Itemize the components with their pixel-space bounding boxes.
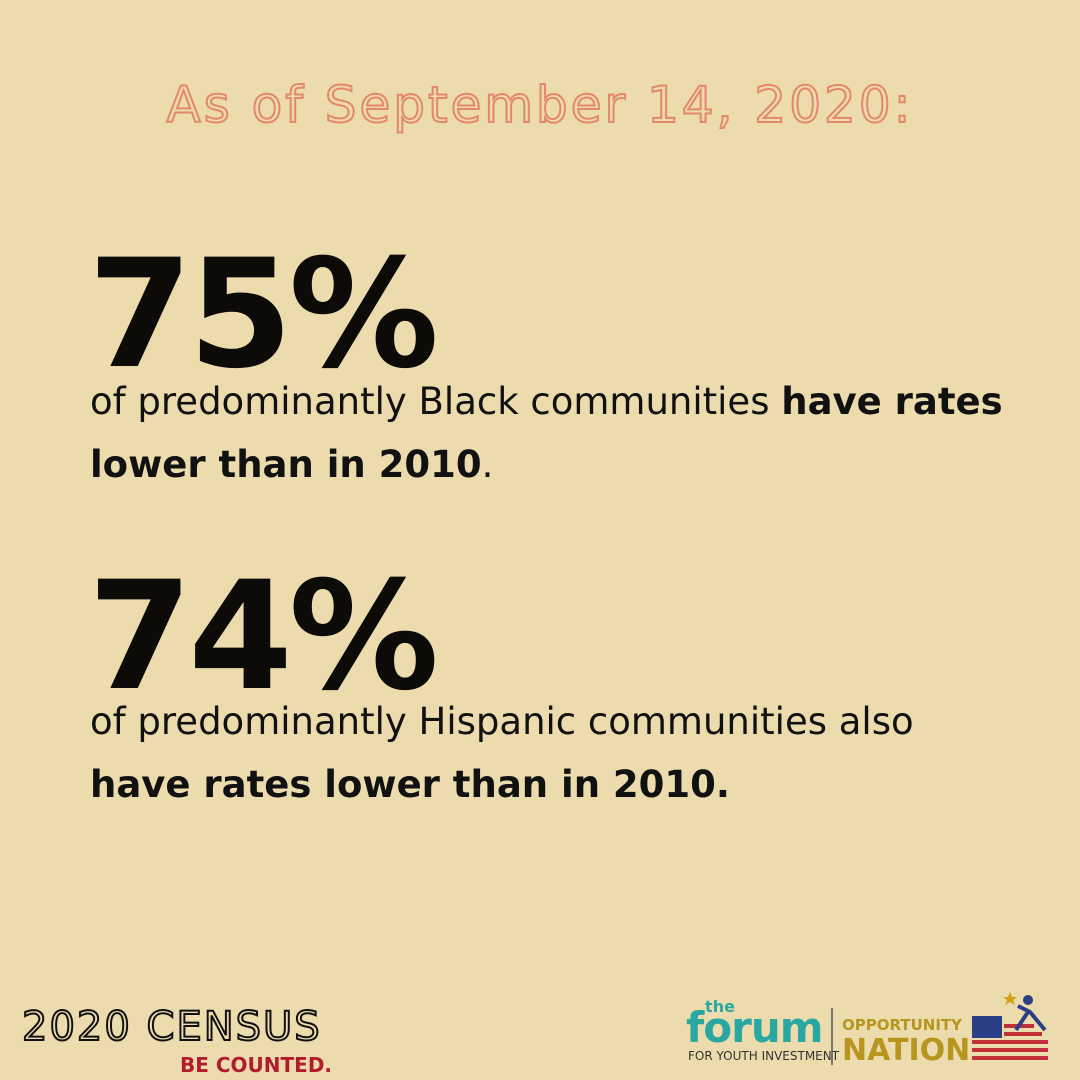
stat-text-plain: of predominantly Hispanic communities al…: [90, 700, 914, 743]
forum-the: the: [705, 997, 735, 1016]
stat-text-plain: of predominantly Black communities: [90, 380, 782, 423]
stat-text: of predominantly Hispanic communities al…: [90, 690, 1010, 816]
opportunity-top: OPPORTUNITY: [842, 1016, 963, 1034]
forum-sub: FOR YOUTH INVESTMENT: [688, 1049, 840, 1063]
forum-name: forum: [686, 1003, 823, 1052]
tagline: BE COUNTED.: [180, 1053, 332, 1077]
stat-figure: 74%: [88, 550, 439, 724]
title: As of September 14, 2020:: [167, 76, 914, 134]
stat-text-bold: have rates lower than in 2010.: [90, 763, 730, 806]
flag-icon: [972, 992, 1048, 1060]
opportunity-bottom: NATION: [842, 1033, 970, 1068]
stat-text-bold: have rates lower than in 2010: [90, 380, 1003, 486]
stat-text-end: .: [481, 443, 494, 486]
stat-figure: 75%: [88, 228, 439, 402]
stat-text: of predominantly Black communities have …: [90, 370, 1010, 496]
census-logo: 2020 CENSUS: [22, 1004, 322, 1050]
